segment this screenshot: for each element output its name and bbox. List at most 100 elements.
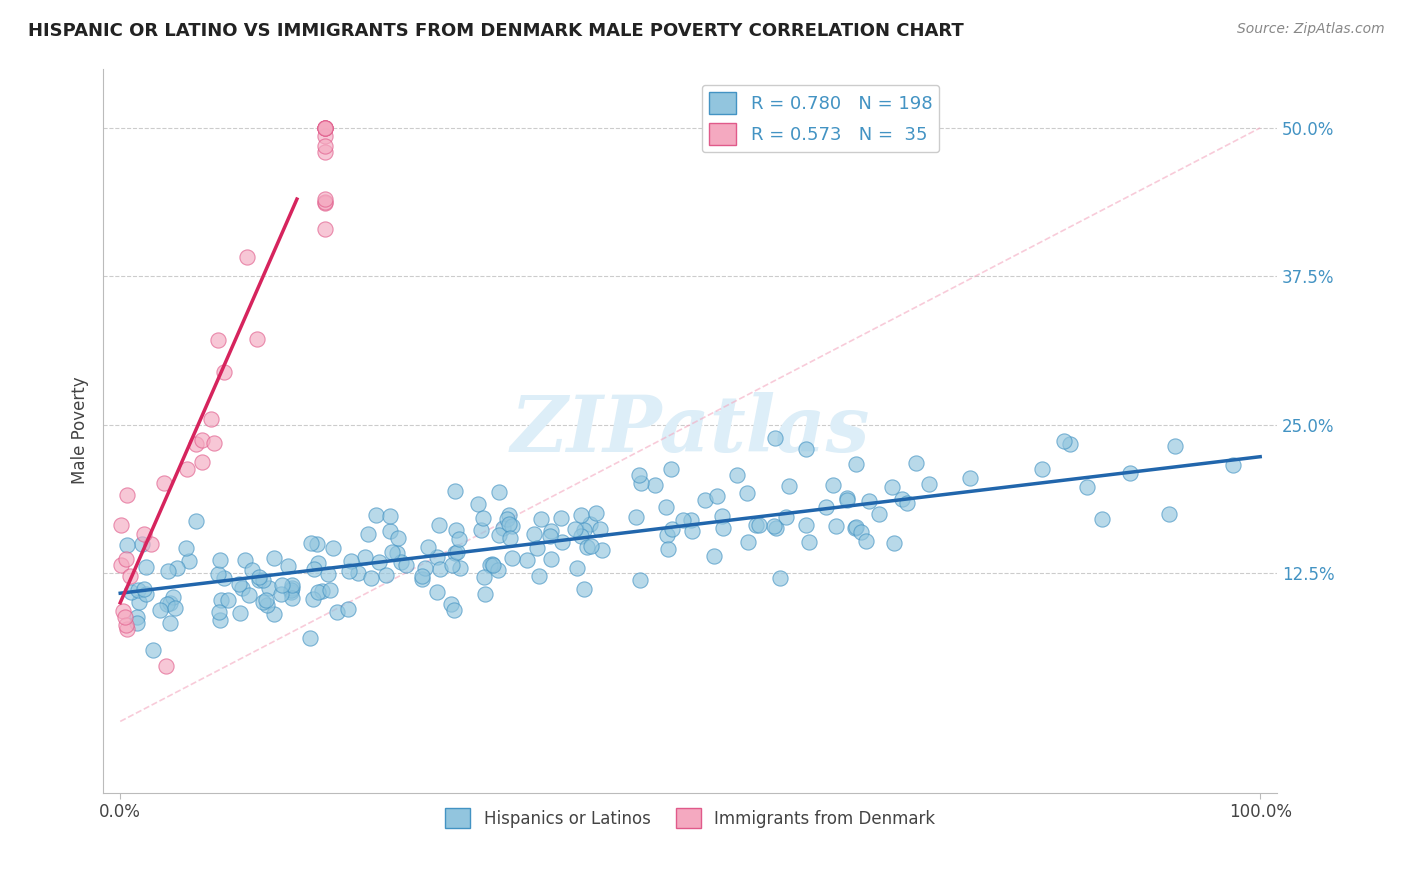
Point [1052, 434, 1074, 448]
Point [905, 456, 928, 470]
Point [472, 570, 495, 584]
Point [281, 578, 304, 592]
Point [624, 509, 647, 524]
Point [208, 606, 231, 620]
Point [252, 595, 274, 609]
Point [579, 539, 602, 553]
Y-axis label: Male Poverty: Male Poverty [72, 376, 89, 484]
Point [413, 560, 436, 574]
Point [314, 120, 336, 135]
Point [472, 511, 495, 525]
Point [152, 476, 174, 491]
Point [748, 518, 770, 533]
Point [125, 616, 148, 631]
Point [229, 607, 252, 621]
Point [845, 457, 868, 471]
Point [115, 538, 138, 552]
Point [769, 571, 792, 585]
Point [159, 596, 181, 610]
Point [231, 581, 253, 595]
Point [228, 577, 250, 591]
Point [135, 560, 157, 574]
Point [311, 584, 333, 599]
Point [368, 555, 391, 569]
Point [868, 508, 890, 522]
Point [246, 332, 269, 346]
Point [247, 569, 270, 583]
Point [191, 434, 214, 448]
Point [110, 518, 132, 533]
Point [550, 511, 572, 525]
Point [858, 493, 880, 508]
Point [112, 603, 135, 617]
Point [115, 618, 138, 632]
Point [212, 571, 235, 585]
Point [538, 529, 561, 543]
Point [659, 462, 682, 476]
Point [163, 601, 186, 615]
Point [890, 492, 912, 507]
Point [280, 585, 302, 599]
Point [299, 631, 322, 645]
Point [307, 585, 329, 599]
Point [427, 517, 450, 532]
Point [794, 442, 817, 456]
Point [693, 492, 716, 507]
Point [252, 573, 274, 587]
Point [346, 566, 368, 580]
Point [1076, 480, 1098, 494]
Point [711, 509, 734, 524]
Point [429, 562, 451, 576]
Point [918, 476, 941, 491]
Point [737, 535, 759, 549]
Point [389, 555, 412, 569]
Point [280, 591, 302, 605]
Point [474, 587, 496, 601]
Point [357, 527, 380, 541]
Point [763, 519, 786, 533]
Point [444, 523, 467, 537]
Point [184, 437, 207, 451]
Point [481, 558, 503, 572]
Point [280, 583, 302, 598]
Point [835, 491, 858, 506]
Point [257, 581, 280, 595]
Point [125, 610, 148, 624]
Text: ZIPatlas: ZIPatlas [510, 392, 870, 469]
Point [845, 520, 868, 534]
Point [271, 578, 294, 592]
Point [117, 487, 139, 501]
Point [162, 590, 184, 604]
Point [630, 476, 652, 491]
Point [314, 120, 336, 135]
Point [411, 569, 433, 583]
Point [314, 145, 336, 159]
Point [378, 508, 401, 523]
Point [190, 455, 212, 469]
Point [142, 643, 165, 657]
Point [233, 552, 256, 566]
Point [447, 533, 470, 547]
Point [896, 496, 918, 510]
Point [156, 597, 179, 611]
Point [576, 540, 599, 554]
Point [501, 519, 523, 533]
Text: Source: ZipAtlas.com: Source: ZipAtlas.com [1237, 22, 1385, 37]
Point [354, 549, 377, 564]
Point [498, 531, 520, 545]
Point [159, 616, 181, 631]
Point [314, 192, 336, 206]
Point [763, 431, 786, 445]
Point [207, 566, 229, 581]
Point [569, 508, 592, 522]
Point [794, 518, 817, 533]
Point [657, 542, 679, 557]
Point [308, 556, 330, 570]
Point [655, 528, 678, 542]
Point [672, 513, 695, 527]
Point [628, 468, 651, 483]
Point [340, 554, 363, 568]
Point [209, 553, 232, 567]
Point [526, 541, 548, 555]
Point [110, 558, 132, 573]
